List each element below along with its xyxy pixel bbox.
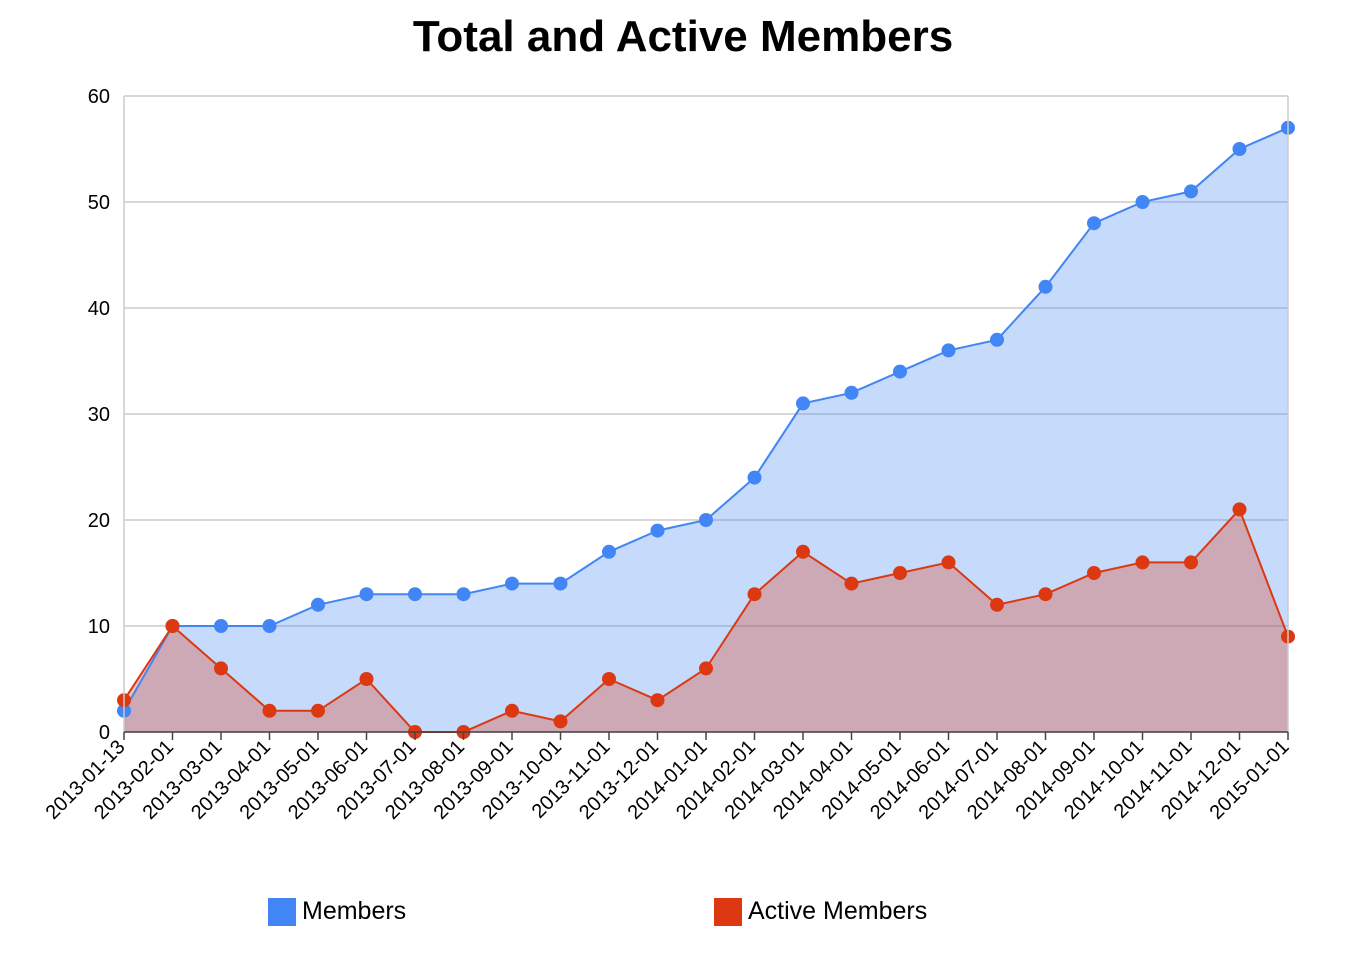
legend-label-members: Members — [302, 897, 407, 925]
point-members-2014-09-01 — [1087, 216, 1101, 231]
point-members-2014-02-01 — [747, 470, 762, 485]
legend-swatch-active-members — [714, 897, 742, 926]
point-members-2014-05-01 — [893, 364, 907, 379]
point-members-2014-10-01 — [1135, 195, 1150, 209]
axis-layer — [123, 96, 1289, 740]
point-members-2013-12-01 — [650, 523, 665, 538]
point-members-2014-01-01 — [699, 513, 713, 527]
point-active-members-2013-05-01 — [311, 703, 325, 718]
legend-label-active-members: Active Members — [748, 897, 928, 925]
point-members-2013-06-01 — [359, 587, 374, 602]
point-members-2014-07-01 — [990, 332, 1004, 347]
point-active-members-2013-12-01 — [650, 693, 665, 708]
point-members-2013-11-01 — [602, 544, 616, 559]
point-members-2013-08-01 — [456, 587, 471, 602]
point-active-members-2014-04-01 — [844, 576, 859, 591]
point-members-2013-03-01 — [214, 619, 228, 633]
point-active-members-2013-09-01 — [505, 703, 519, 718]
area-active-members — [124, 509, 1288, 732]
point-active-members-2014-06-01 — [941, 555, 956, 570]
point-members-2013-05-01 — [311, 597, 325, 612]
point-active-members-2013-11-01 — [602, 672, 616, 686]
y-tick-label: 0 — [99, 722, 110, 744]
point-layer — [117, 120, 1295, 739]
area-members — [124, 127, 1288, 733]
point-active-members-2014-03-01 — [796, 544, 810, 559]
legend-swatch-members — [268, 897, 296, 926]
point-active-members-2013-02-01 — [165, 619, 180, 633]
point-members-2013-07-01 — [408, 587, 422, 602]
point-active-members-2013-10-01 — [553, 714, 568, 729]
y-tick-label: 20 — [88, 510, 110, 532]
point-active-members-2014-09-01 — [1087, 566, 1101, 580]
point-members-2014-03-01 — [796, 396, 810, 411]
point-active-members-2014-05-01 — [893, 566, 907, 580]
point-active-members-2013-04-01 — [262, 703, 277, 718]
area-layer — [124, 127, 1288, 733]
point-members-2014-12-01 — [1232, 142, 1247, 156]
point-active-members-2014-01-01 — [699, 661, 713, 676]
point-members-2013-04-01 — [262, 619, 277, 633]
point-active-members-2013-03-01 — [214, 661, 228, 676]
y-tick-label: 40 — [88, 298, 110, 320]
legend-item-active-members: Active Members — [714, 897, 927, 926]
point-active-members-2014-11-01 — [1184, 555, 1198, 570]
point-members-2014-04-01 — [844, 385, 859, 400]
point-members-2013-09-01 — [505, 576, 519, 591]
point-members-2014-06-01 — [941, 343, 956, 358]
y-tick-label: 10 — [88, 616, 110, 638]
point-active-members-2014-12-01 — [1232, 502, 1247, 517]
point-active-members-2014-07-01 — [990, 597, 1004, 612]
y-tick-label: 30 — [88, 404, 110, 426]
point-active-members-2014-08-01 — [1038, 587, 1053, 602]
point-members-2014-08-01 — [1038, 279, 1053, 294]
point-active-members-2013-06-01 — [359, 672, 374, 686]
legend-item-members: Members — [268, 897, 406, 926]
point-active-members-2014-02-01 — [747, 587, 762, 602]
point-active-members-2014-10-01 — [1135, 555, 1150, 570]
y-tick-label: 50 — [88, 192, 110, 214]
chart-title: Total and Active Members — [412, 12, 954, 61]
point-members-2013-10-01 — [553, 576, 568, 591]
point-members-2014-11-01 — [1184, 184, 1198, 199]
y-tick-label: 60 — [88, 86, 110, 108]
